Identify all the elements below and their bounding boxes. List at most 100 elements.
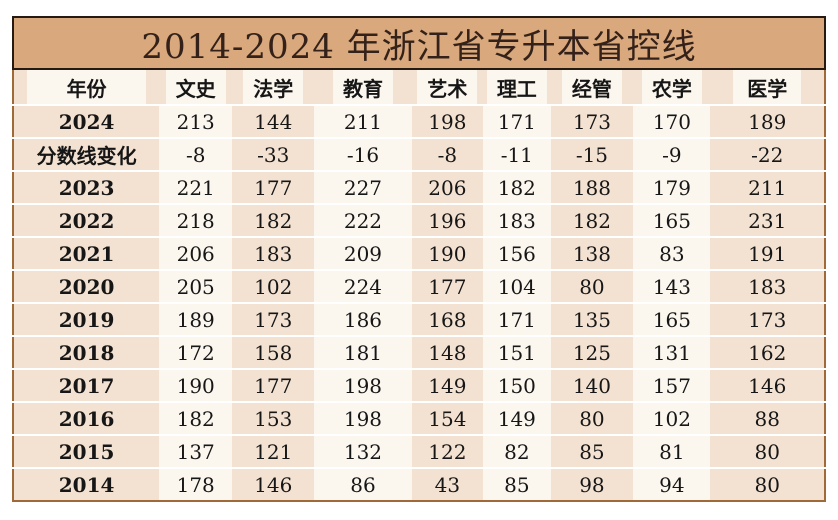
score-cell: 104 xyxy=(483,270,551,304)
score-cell: 206 xyxy=(159,237,233,271)
score-cell: 168 xyxy=(411,303,484,337)
score-cell: -16 xyxy=(314,138,412,172)
year-cell: 2024 xyxy=(13,105,160,139)
year-cell: 2018 xyxy=(13,336,160,370)
year-cell: 分数线变化 xyxy=(13,138,160,172)
score-cell: 125 xyxy=(550,336,634,370)
score-cell: 81 xyxy=(633,435,711,469)
score-cell: 231 xyxy=(710,204,825,238)
score-cell: 198 xyxy=(314,402,412,436)
col-header-law-label: 法学 xyxy=(243,70,304,104)
score-cell: 135 xyxy=(550,303,634,337)
score-cell: 182 xyxy=(232,204,315,238)
year-cell: 2015 xyxy=(13,435,160,469)
score-cell: 211 xyxy=(710,171,825,205)
score-cell: 102 xyxy=(633,402,711,436)
score-cell: 154 xyxy=(411,402,484,436)
score-cell: 158 xyxy=(232,336,315,370)
table-row: 2021 206 183 209 190 156 138 83 191 xyxy=(13,237,825,271)
year-cell: 2017 xyxy=(13,369,160,403)
score-cell: 80 xyxy=(710,468,825,501)
col-header-medicine-label: 医学 xyxy=(733,70,802,104)
score-cell: 224 xyxy=(314,270,412,304)
score-cell: 173 xyxy=(232,303,315,337)
score-cell: 85 xyxy=(483,468,551,501)
score-cell: 143 xyxy=(633,270,711,304)
col-header-agriculture-label: 农学 xyxy=(641,70,702,104)
score-cell: 177 xyxy=(232,171,315,205)
col-header-year-label: 年份 xyxy=(27,70,147,104)
col-header-education: 教育 xyxy=(314,70,412,106)
col-header-arts-label: 艺术 xyxy=(417,70,478,104)
score-cell: 182 xyxy=(483,171,551,205)
score-cell: 188 xyxy=(550,171,634,205)
year-cell: 2021 xyxy=(13,237,160,271)
score-cell: 144 xyxy=(232,105,315,139)
score-cell: 181 xyxy=(314,336,412,370)
score-cell: 190 xyxy=(159,369,233,403)
score-cell: 177 xyxy=(411,270,484,304)
col-header-year: 年份 xyxy=(13,70,160,106)
table-title: 2014-2024 年浙江省专升本省控线 xyxy=(12,16,826,70)
table-row: 2016 182 153 198 154 149 80 102 88 xyxy=(13,402,825,436)
score-cell: 221 xyxy=(159,171,233,205)
score-cell: 162 xyxy=(710,336,825,370)
score-cell: 149 xyxy=(483,402,551,436)
score-cell: 86 xyxy=(314,468,412,501)
table-row: 分数线变化 -8 -33 -16 -8 -11 -15 -9 -22 xyxy=(13,138,825,172)
year-cell: 2016 xyxy=(13,402,160,436)
score-cell: 165 xyxy=(633,303,711,337)
score-cell: 182 xyxy=(550,204,634,238)
score-cell: -8 xyxy=(159,138,233,172)
score-cell: 178 xyxy=(159,468,233,501)
table-row: 2019 189 173 186 168 171 135 165 173 xyxy=(13,303,825,337)
table-row: 2015 137 121 132 122 82 85 81 80 xyxy=(13,435,825,469)
score-cell: 146 xyxy=(232,468,315,501)
score-cell: 209 xyxy=(314,237,412,271)
year-cell: 2020 xyxy=(13,270,160,304)
score-cell: -8 xyxy=(411,138,484,172)
score-cell: -33 xyxy=(232,138,315,172)
table-row: 2014 178 146 86 43 85 98 94 80 xyxy=(13,468,825,501)
score-cell: 205 xyxy=(159,270,233,304)
score-cell: 122 xyxy=(411,435,484,469)
score-cell: 80 xyxy=(550,270,634,304)
col-header-economics-management-label: 经管 xyxy=(561,70,622,104)
score-cell: 222 xyxy=(314,204,412,238)
score-cell: 173 xyxy=(710,303,825,337)
col-header-medicine: 医学 xyxy=(710,70,825,106)
score-cell: 121 xyxy=(232,435,315,469)
score-cell: 88 xyxy=(710,402,825,436)
score-cell: 153 xyxy=(232,402,315,436)
score-cell: 179 xyxy=(633,171,711,205)
score-cell: 140 xyxy=(550,369,634,403)
col-header-science-engineering-label: 理工 xyxy=(486,70,547,104)
score-cell: 172 xyxy=(159,336,233,370)
score-cell: 218 xyxy=(159,204,233,238)
year-cell: 2022 xyxy=(13,204,160,238)
score-cell: 80 xyxy=(550,402,634,436)
score-cell: 151 xyxy=(483,336,551,370)
score-cell: 206 xyxy=(411,171,484,205)
score-cell: 177 xyxy=(232,369,315,403)
score-cell: 137 xyxy=(159,435,233,469)
score-cell: 82 xyxy=(483,435,551,469)
col-header-agriculture: 农学 xyxy=(633,70,711,106)
score-cell: 98 xyxy=(550,468,634,501)
score-cell: 170 xyxy=(633,105,711,139)
score-cell: 213 xyxy=(159,105,233,139)
score-cell: 189 xyxy=(159,303,233,337)
col-header-arts: 艺术 xyxy=(411,70,484,106)
score-cell: 102 xyxy=(232,270,315,304)
col-header-education-label: 教育 xyxy=(332,70,393,104)
score-cell: -11 xyxy=(483,138,551,172)
table-row: 2017 190 177 198 149 150 140 157 146 xyxy=(13,369,825,403)
table-row: 2022 218 182 222 196 183 182 165 231 xyxy=(13,204,825,238)
score-cell: 171 xyxy=(483,303,551,337)
col-header-law: 法学 xyxy=(232,70,315,106)
score-cell: -22 xyxy=(710,138,825,172)
score-table: 年份 文史 法学 教育 艺术 理工 经管 农学 医学 2024 213 144 211… xyxy=(12,70,826,502)
col-header-science-engineering: 理工 xyxy=(483,70,551,106)
table-page: 2014-2024 年浙江省专升本省控线 年份 文史 法学 教育 艺术 理工 经… xyxy=(12,16,826,502)
score-cell: 157 xyxy=(633,369,711,403)
